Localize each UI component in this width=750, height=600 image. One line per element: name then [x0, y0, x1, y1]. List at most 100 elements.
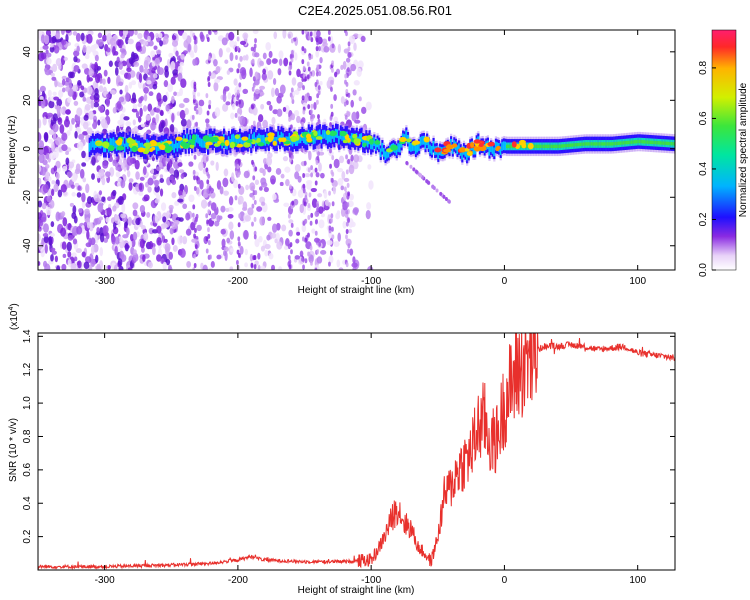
spectrogram-noise-cell	[257, 264, 261, 270]
spectrogram-noise-cell	[262, 68, 267, 75]
spectrogram-noise-cell	[132, 202, 139, 210]
spectrogram-streak-cell	[191, 212, 195, 218]
spectrogram-noise-cell	[132, 231, 138, 241]
spectrogram-noise-cell	[75, 32, 81, 42]
spectrogram-y-tick-label: -20	[22, 190, 33, 205]
spectrogram-streak-cell	[253, 230, 257, 236]
spectrogram-noise-cell	[96, 263, 101, 270]
spectrogram-noise-cell	[142, 166, 147, 176]
spectrogram-streak-cell	[318, 241, 322, 247]
spectrogram-streak-cell	[345, 169, 349, 175]
spectrogram-streak-cell	[254, 166, 258, 172]
spectrogram-streak-cell	[253, 96, 257, 102]
spectrogram-streak-cell	[193, 175, 196, 181]
spectrogram-noise-cell	[125, 121, 132, 127]
spectrogram-noise-cell	[84, 208, 90, 215]
spectrogram-noise-cell	[67, 251, 72, 258]
spectrogram-streak-cell	[207, 81, 211, 87]
spectrogram-noise-cell	[106, 47, 111, 53]
spectrogram-ridge-core	[122, 136, 125, 146]
spectrogram-ridge-peak	[574, 143, 577, 147]
spectrogram-noise-cell	[280, 173, 285, 179]
spectrogram-ridge-core	[138, 140, 141, 150]
spectrogram-ridge-core	[302, 134, 306, 144]
spectrogram-ridge-peak	[662, 141, 665, 145]
spectrogram-ridge-core	[141, 142, 144, 152]
spectrogram-noise-cell	[163, 127, 170, 135]
spectrogram-noise-cell	[69, 202, 74, 207]
spectrogram-noise-cell	[295, 226, 300, 234]
spectrogram-noise-cell	[94, 87, 99, 96]
spectrogram-ridge-core	[360, 133, 363, 142]
spectrogram-noise-cell	[127, 216, 132, 226]
spectrogram-ridge-peak	[611, 142, 614, 146]
spectrogram-streak-cell	[205, 122, 209, 128]
spectrogram-noise-cell	[66, 129, 71, 136]
spectrogram-noise-cell	[243, 229, 249, 240]
spectrogram-noise-cell	[293, 198, 299, 206]
spectrogram-noise-cell	[60, 211, 66, 217]
spectrogram-streak-cell	[193, 263, 197, 269]
spectrogram-hot-cell	[511, 141, 517, 148]
spectrogram-ridge-core	[350, 133, 354, 142]
spectrogram-noise-cell	[81, 150, 86, 159]
spectrogram-ridge-core	[109, 137, 112, 147]
spectrogram-noise-cell	[350, 221, 356, 228]
spectrogram-ridge-core	[125, 138, 128, 147]
spectrogram-streak-cell	[345, 31, 348, 37]
spectrogram-hot-cell	[342, 139, 349, 144]
spectrogram-streak-cell	[310, 103, 314, 109]
spectrogram-noise-cell	[65, 115, 69, 122]
spectrogram-noise-cell	[68, 78, 72, 89]
spectrogram-ridge-core	[411, 142, 414, 152]
spectrogram-noise-cell	[86, 33, 93, 44]
spectrogram-noise-cell	[182, 203, 188, 210]
spectrogram-noise-cell	[210, 160, 215, 166]
spectrogram-streak-cell	[208, 104, 211, 110]
spectrogram-noise-cell	[102, 78, 106, 85]
spectrogram-noise-cell	[168, 52, 174, 58]
spectrogram-streak-cell	[314, 180, 318, 186]
spectrogram-noise-cell	[323, 46, 330, 53]
spectrogram-noise-cell	[311, 198, 318, 209]
spectrogram-noise-cell	[319, 56, 323, 64]
spectrogram-noise-cell	[105, 97, 110, 108]
spectrogram-noise-cell	[333, 116, 339, 123]
spectrogram-noise-cell	[282, 30, 287, 39]
spectrogram-noise-cell	[81, 63, 88, 69]
spectrogram-ridge-core	[202, 139, 205, 148]
spectrogram-noise-cell	[171, 237, 175, 246]
spectrogram-noise-cell	[173, 169, 180, 179]
spectrogram-noise-cell	[131, 108, 138, 113]
spectrogram-ridge-core	[234, 135, 237, 145]
spectrogram-streak-cell	[289, 242, 293, 248]
spectrogram-branch-cell	[427, 180, 431, 185]
spectrogram-noise-cell	[38, 146, 44, 155]
spectrogram-streak-cell	[304, 237, 308, 243]
spectrogram-noise-cell	[152, 83, 158, 90]
spectrogram-noise-cell	[214, 78, 221, 83]
spectrogram-noise-cell	[152, 117, 156, 124]
spectrogram-noise-cell	[337, 178, 344, 186]
spectrogram-ridge-core	[381, 142, 384, 152]
spectrogram-hot-cell	[243, 141, 251, 148]
spectrogram-ridge-peak	[546, 144, 549, 149]
spectrogram-hot-cell	[137, 147, 146, 153]
spectrogram-noise-cell	[117, 182, 121, 187]
spectrogram-noise-cell	[168, 264, 172, 270]
spectrogram-streak-cell	[330, 111, 334, 117]
spectrogram-ridge-core	[235, 138, 238, 147]
spectrogram-noise-cell	[120, 162, 125, 170]
spectrogram-streak-cell	[253, 234, 257, 240]
spectrogram-noise-cell	[199, 179, 204, 190]
spectrogram-streak-cell	[235, 159, 239, 165]
spectrogram-hot-cell	[213, 143, 221, 147]
spectrogram-ridge-peak	[595, 142, 598, 146]
spectrogram-streak-cell	[344, 73, 348, 79]
spectrogram-noise-cell	[90, 44, 96, 53]
spectrogram-ridge-core	[174, 139, 178, 149]
spectrogram-noise-cell	[318, 219, 325, 229]
spectrogram-noise-cell	[62, 217, 68, 227]
spectrogram-ridge-core	[112, 137, 115, 146]
spectrogram-streak-cell	[287, 254, 291, 260]
